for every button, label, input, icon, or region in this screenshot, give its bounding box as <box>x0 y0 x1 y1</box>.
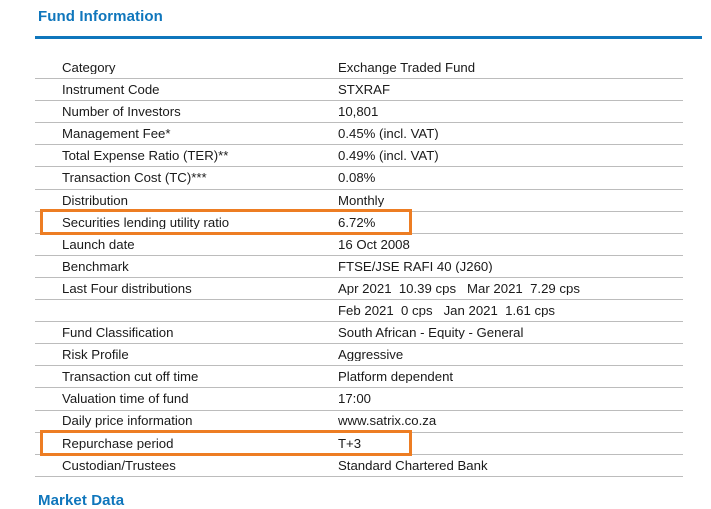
table-row: Transaction cut off time Platform depende… <box>35 366 683 389</box>
row-value: 0.49% (incl. VAT) <box>338 149 439 163</box>
row-label: Distribution <box>62 193 128 207</box>
row-label: Daily price information <box>62 414 193 428</box>
row-label: Management Fee* <box>62 127 171 141</box>
table-row: Feb 2021 0 cps Jan 2021 1.61 cps <box>35 300 683 323</box>
table-row: Custodian/Trustees Standard Chartered Ban… <box>35 455 683 477</box>
row-value: 6.72% <box>338 215 376 229</box>
table-row: Daily price information www.satrix.co.za <box>35 411 683 433</box>
row-label: Valuation time of fund <box>62 392 189 406</box>
row-value: 0.08% <box>338 171 376 185</box>
table-row: Risk Profile Aggressive <box>35 344 683 367</box>
title-underline-rule <box>35 36 702 39</box>
row-label: Transaction Cost (TC)*** <box>62 171 207 185</box>
row-label: Category <box>62 60 116 75</box>
row-value: Feb 2021 0 cps Jan 2021 1.61 cps <box>338 303 556 318</box>
row-label: Repurchase period <box>62 436 174 450</box>
table-row-highlighted: Securities lending utility ratio 6.72% <box>35 208 683 235</box>
row-label: Total Expense Ratio (TER)** <box>62 149 229 163</box>
row-value: 17:00 <box>338 392 372 406</box>
table-row: Launch date 16 Oct 2008 <box>35 234 683 256</box>
table-row: Transaction Cost (TC)*** 0.08% <box>35 167 683 190</box>
row-label: Number of Investors <box>62 105 181 119</box>
row-value: Aggressive <box>338 348 404 362</box>
table-row-highlighted: Repurchase period T+3 <box>35 429 683 456</box>
row-value: Platform dependent <box>338 370 454 384</box>
page-title: Fund Information <box>38 8 163 25</box>
row-value: Standard Chartered Bank <box>338 458 488 472</box>
row-label: Risk Profile <box>62 348 129 362</box>
row-value: 0.45% (incl. VAT) <box>338 127 439 141</box>
row-value: FTSE/JSE RAFI 40 (J260) <box>338 259 493 273</box>
row-label: Last Four distributions <box>62 281 192 296</box>
next-section-title: Market Data <box>38 492 125 509</box>
fund-info-table: Category Exchange Traded Fund Instrument C… <box>35 57 683 477</box>
table-row: Category Exchange Traded Fund <box>35 57 683 80</box>
table-row: Distribution Monthly <box>35 190 683 212</box>
row-label: Benchmark <box>62 259 129 273</box>
table-row: Benchmark FTSE/JSE RAFI 40 (J260) <box>35 256 683 278</box>
row-value: STXRAF <box>338 83 391 97</box>
row-value: 10,801 <box>338 105 379 119</box>
table-row: Fund Classification South African - Equit… <box>35 322 683 345</box>
table-row: Management Fee* 0.45% (incl. VAT) <box>35 123 683 146</box>
row-label: Instrument Code <box>62 83 160 97</box>
row-value: Apr 2021 10.39 cps Mar 2021 7.29 cps <box>338 281 580 296</box>
row-value: Exchange Traded Fund <box>338 60 476 75</box>
table-row: Number of Investors 10,801 <box>35 101 683 124</box>
row-value: Monthly <box>338 193 385 207</box>
row-label: Launch date <box>62 237 135 251</box>
row-value: www.satrix.co.za <box>338 414 437 428</box>
row-label: Securities lending utility ratio <box>62 215 230 229</box>
row-value: 16 Oct 2008 <box>338 237 410 251</box>
row-value: T+3 <box>338 436 362 450</box>
table-row: Instrument Code STXRAF <box>35 79 683 102</box>
table-row: Last Four distributions Apr 2021 10.39 cp… <box>35 278 683 301</box>
table-row: Valuation time of fund 17:00 <box>35 388 683 411</box>
row-value: South African - Equity - General <box>338 326 524 340</box>
table-row: Total Expense Ratio (TER)** 0.49% (incl. … <box>35 145 683 168</box>
row-label: Custodian/Trustees <box>62 458 176 472</box>
row-label: Transaction cut off time <box>62 370 199 384</box>
row-label: Fund Classification <box>62 326 174 340</box>
